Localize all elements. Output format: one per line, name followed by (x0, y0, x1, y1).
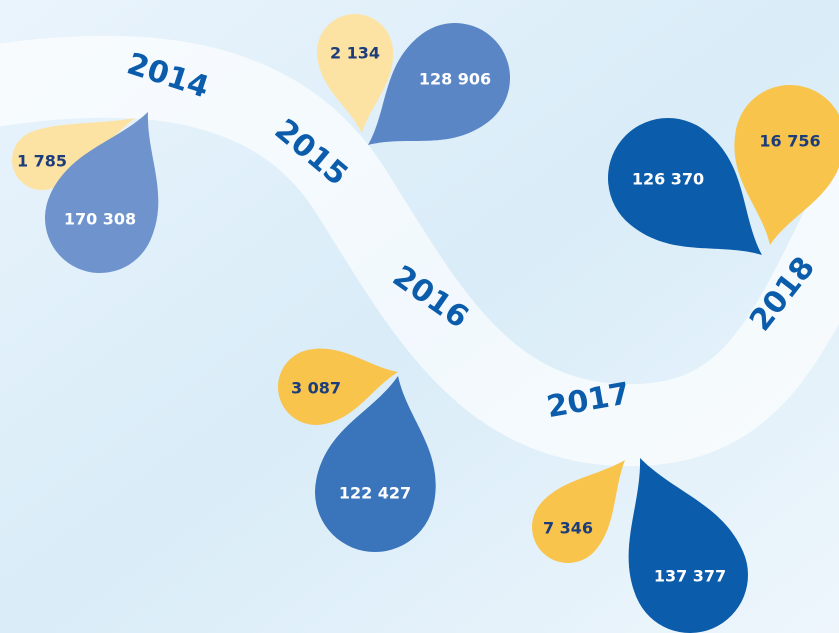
small-drop (12, 118, 135, 190)
small-drop-value: 1 785 (17, 152, 67, 171)
large-drop-value: 137 377 (654, 567, 726, 586)
small-drop (532, 460, 625, 563)
large-drop-value: 170 308 (64, 210, 136, 229)
small-drop-value: 16 756 (759, 132, 820, 151)
small-drop (278, 348, 398, 425)
small-drop-value: 2 134 (330, 44, 380, 63)
small-drop-value: 3 087 (291, 379, 341, 398)
large-drop (45, 112, 159, 273)
small-drop-value: 7 346 (543, 519, 593, 538)
large-drop (315, 376, 436, 552)
small-drop (734, 85, 839, 245)
large-drop (608, 118, 762, 255)
large-drop (368, 23, 510, 145)
large-drop-value: 128 906 (419, 70, 491, 89)
large-drop-value: 126 370 (632, 170, 704, 189)
ribbon (0, 35, 839, 467)
small-drop (317, 14, 393, 133)
large-drop (628, 458, 748, 633)
large-drop-value: 122 427 (339, 484, 411, 503)
